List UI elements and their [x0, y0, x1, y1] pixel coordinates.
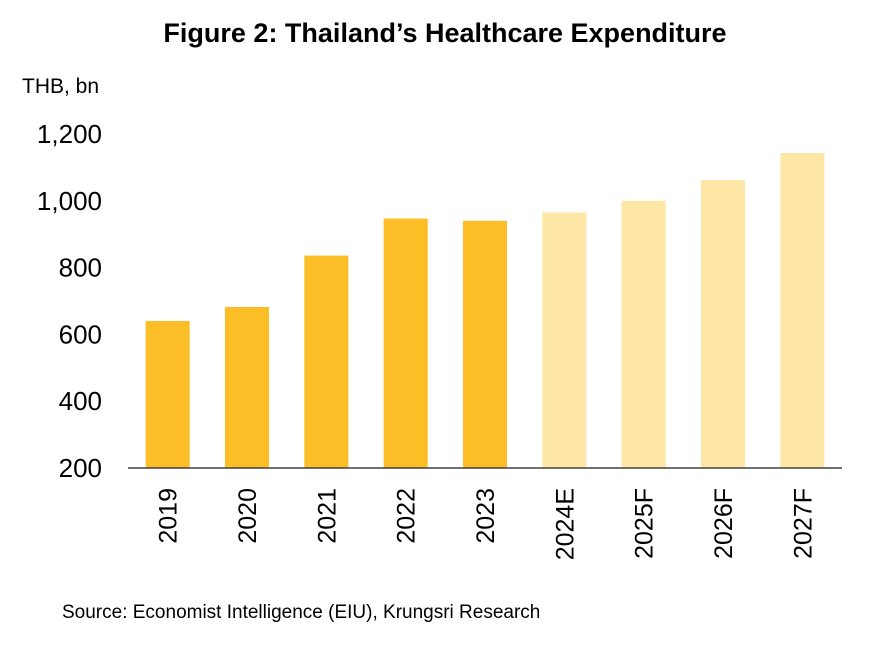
- x-tick-label: 2019: [155, 488, 183, 544]
- y-tick-label: 800: [59, 253, 102, 283]
- y-tick-label: 200: [59, 453, 102, 483]
- bar-2026F: [701, 180, 745, 469]
- x-tick-label: 2027F: [789, 488, 817, 559]
- x-tick-label: 2025F: [631, 488, 659, 559]
- x-tick-label: 2026F: [710, 488, 738, 559]
- y-tick-label: 1,200: [37, 119, 102, 149]
- x-axis-ticks: 2019 2020 2021 2022 2023 2024E 2025F 2026F 2027F: [155, 488, 818, 560]
- bar-2027F: [780, 153, 825, 468]
- x-tick-label: 2020: [234, 488, 262, 544]
- chart-title: Figure 2: Thailand’s Healthcare Expendit…: [163, 18, 726, 48]
- bars: [145, 153, 825, 469]
- bar-2022: [383, 218, 428, 468]
- y-tick-label: 400: [59, 386, 102, 416]
- bar-2019: [145, 321, 190, 468]
- bar-2020: [225, 307, 269, 468]
- bar-2024E: [542, 212, 587, 468]
- x-tick-label: 2021: [313, 488, 341, 544]
- bar-2021: [304, 255, 349, 468]
- y-axis-ticks: 200 400 600 800 1,000 1,200: [37, 119, 102, 483]
- x-tick-label: 2023: [472, 488, 500, 544]
- y-tick-label: 600: [59, 319, 102, 349]
- x-tick-label: 2024E: [551, 488, 579, 560]
- bar-2023: [463, 220, 507, 468]
- bar-2025F: [621, 200, 666, 469]
- source-note: Source: Economist Intelligence (EIU), Kr…: [62, 602, 540, 623]
- y-tick-label: 1,000: [37, 186, 102, 216]
- x-tick-label: 2022: [393, 488, 421, 544]
- y-unit-label: THB, bn: [22, 75, 99, 98]
